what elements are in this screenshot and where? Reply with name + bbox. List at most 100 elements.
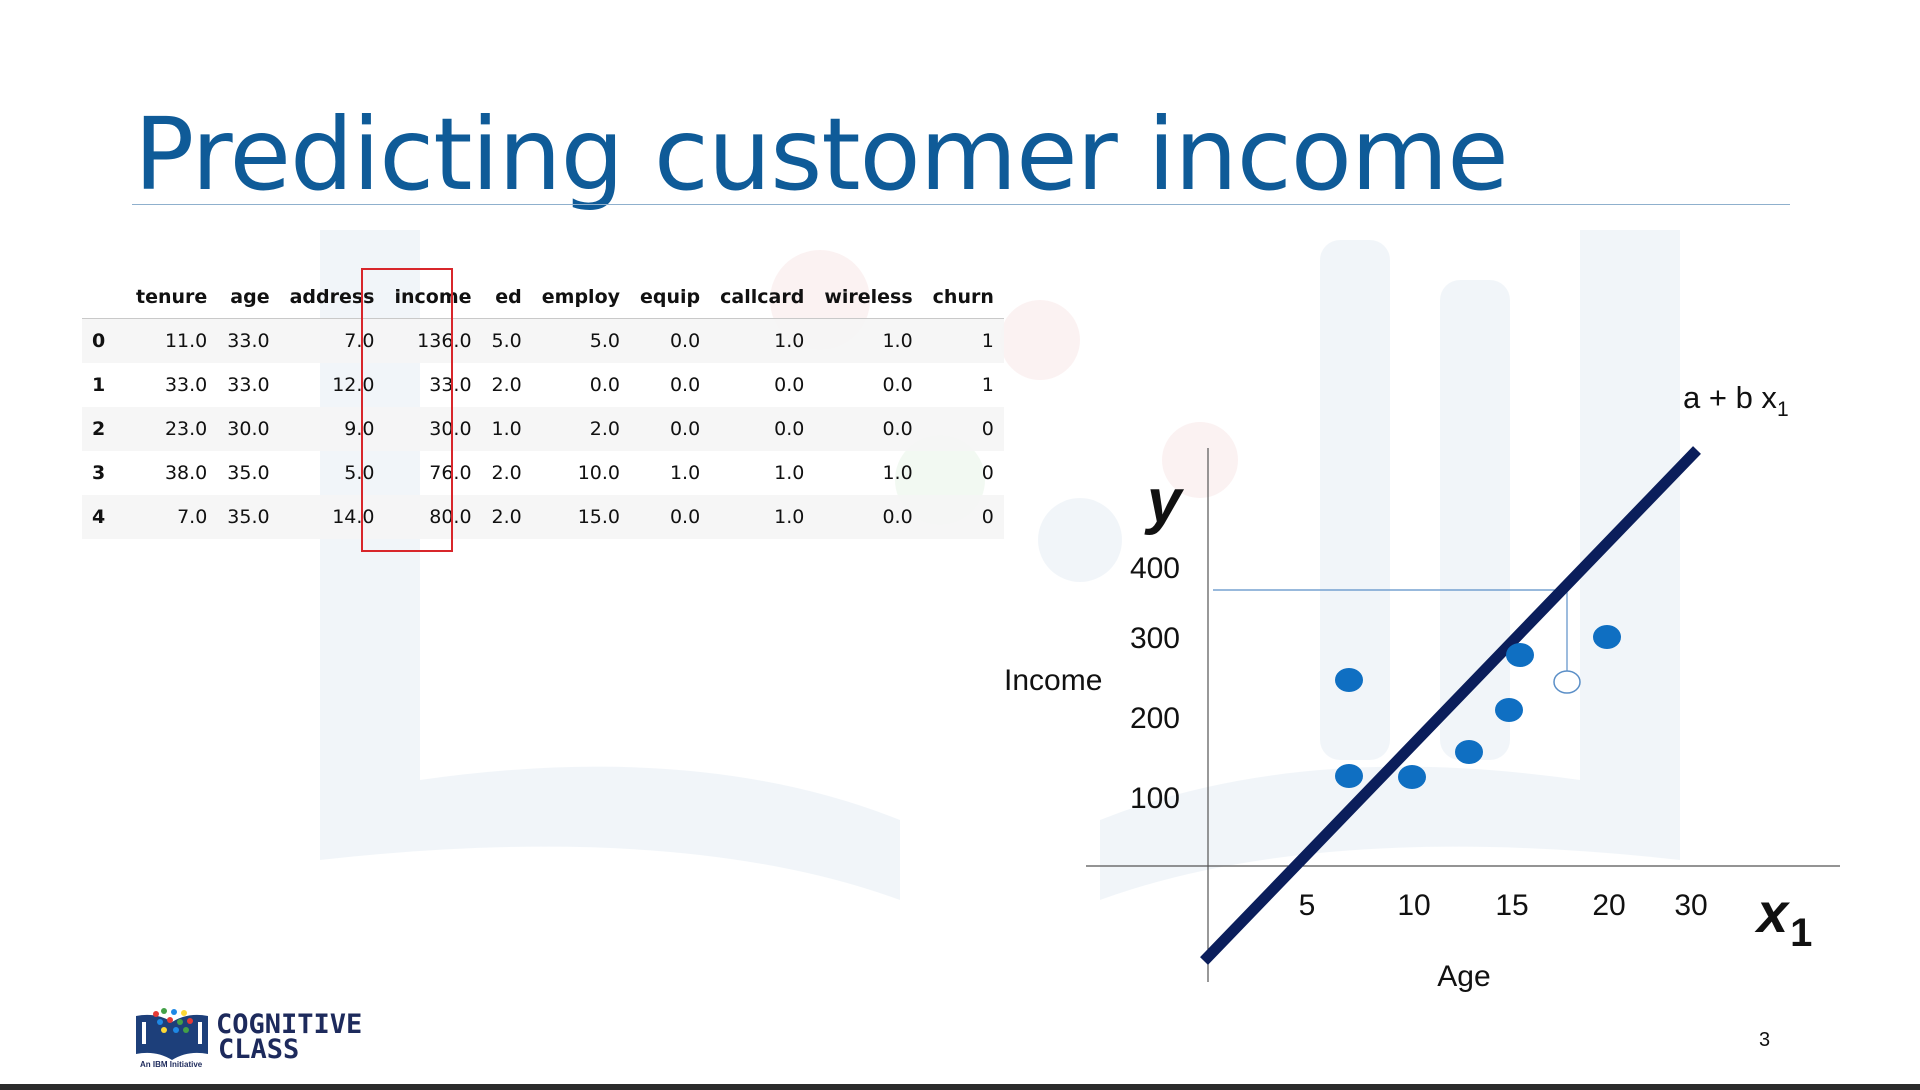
table-cell-age: 33.0 — [227, 330, 270, 352]
table-cell-churn: 0 — [981, 462, 994, 484]
table-cell-tenure: 11.0 — [164, 330, 208, 352]
row-index: 2 — [92, 418, 106, 440]
x-tick-label: 30 — [1674, 889, 1707, 922]
data-point — [1455, 740, 1483, 764]
table-cell-employ: 10.0 — [577, 462, 621, 484]
y-axis-label: Income — [1004, 664, 1102, 697]
x-symbol: x1 — [1754, 881, 1812, 955]
data-point — [1398, 765, 1426, 789]
table-cell-income: 33.0 — [429, 374, 472, 396]
x-tick-label: 15 — [1495, 889, 1528, 922]
data-table-container: tenure age address income ed employ equi… — [82, 268, 1004, 552]
table-cell-equip: 1.0 — [669, 462, 701, 484]
y-tick-label: 100 — [1130, 782, 1180, 815]
customer-data-table: tenure age address income ed employ equi… — [82, 276, 1004, 539]
table-cell-tenure: 33.0 — [164, 374, 208, 396]
table-cell-wireless: 1.0 — [882, 330, 913, 352]
background-watermark — [320, 230, 1680, 900]
table-cell-equip: 0.0 — [669, 330, 701, 352]
table-cell-ed: 2.0 — [491, 462, 522, 484]
table-cell-employ: 5.0 — [589, 330, 621, 352]
row-index: 0 — [92, 330, 106, 352]
x-tick-label: 10 — [1397, 889, 1430, 922]
column-header: age — [217, 276, 280, 319]
table-cell-wireless: 0.0 — [882, 418, 913, 440]
table-cell-income: 30.0 — [429, 418, 472, 440]
x-axis-label: Age — [1437, 960, 1490, 993]
table-cell-employ: 15.0 — [577, 506, 621, 528]
table-cell-equip: 0.0 — [669, 418, 701, 440]
table-cell-income: 80.0 — [429, 506, 472, 528]
table-cell-callcard: 1.0 — [774, 462, 805, 484]
column-header: wireless — [814, 276, 923, 319]
index-header — [82, 276, 126, 319]
data-point — [1495, 698, 1523, 722]
column-header: address — [279, 276, 385, 319]
table-cell-employ: 2.0 — [589, 418, 621, 440]
y-tick-label: 400 — [1130, 552, 1180, 585]
table-cell-ed: 2.0 — [491, 506, 522, 528]
row-index: 3 — [92, 462, 106, 484]
data-point — [1593, 625, 1621, 649]
logo-wordmark: COGNITIVE CLASS — [216, 1009, 363, 1065]
table-cell-address: 12.0 — [332, 374, 375, 396]
table-cell-equip: 0.0 — [669, 374, 701, 396]
regression-line — [1200, 446, 1701, 965]
table-cell-address: 14.0 — [332, 506, 375, 528]
table-cell-churn: 0 — [981, 418, 994, 440]
column-header: ed — [481, 276, 532, 319]
table-cell-ed: 5.0 — [491, 330, 522, 352]
table-cell-churn: 1 — [981, 330, 994, 352]
predicted-point — [1553, 670, 1581, 694]
table-cell-ed: 1.0 — [491, 418, 522, 440]
table-cell-address: 9.0 — [344, 418, 375, 440]
page-number: 3 — [1759, 1029, 1771, 1051]
x-tick-label: 20 — [1592, 889, 1625, 922]
slide-title: Predicting customer income — [134, 96, 1509, 213]
y-symbol: y — [1144, 467, 1185, 536]
column-header: tenure — [126, 276, 218, 319]
logo-line-1: COGNITIVE — [216, 1009, 363, 1040]
table-cell-callcard: 0.0 — [774, 374, 805, 396]
table-cell-wireless: 0.0 — [882, 506, 913, 528]
row-index: 1 — [92, 374, 106, 396]
table-cell-income: 76.0 — [429, 462, 472, 484]
table-cell-age: 30.0 — [227, 418, 270, 440]
table-cell-age: 33.0 — [227, 374, 270, 396]
table-cell-tenure: 23.0 — [164, 418, 208, 440]
logo-tagline: An IBM Initiative — [140, 1060, 203, 1069]
column-header: equip — [630, 276, 711, 319]
logo-line-2: CLASS — [218, 1034, 300, 1065]
table-cell-income: 136.0 — [417, 330, 472, 352]
table-cell-ed: 2.0 — [491, 374, 522, 396]
table-cell-wireless: 1.0 — [882, 462, 913, 484]
regression-equation-label: a + b x1 — [1683, 380, 1789, 421]
x-tick-label: 5 — [1299, 889, 1316, 922]
column-header: churn — [922, 276, 1004, 319]
y-tick-label: 300 — [1130, 622, 1180, 655]
table-cell-wireless: 0.0 — [882, 374, 913, 396]
column-header: callcard — [710, 276, 815, 319]
table-cell-tenure: 7.0 — [177, 506, 208, 528]
table-row: 2 23.0 30.0 9.0 30.0 1.0 2.0 0.0 0.0 0.0 0 — [82, 407, 1004, 451]
table-cell-address: 7.0 — [344, 330, 375, 352]
y-tick-label: 200 — [1130, 702, 1180, 735]
table-cell-address: 5.0 — [344, 462, 375, 484]
table-cell-tenure: 38.0 — [164, 462, 208, 484]
table-cell-age: 35.0 — [227, 506, 270, 528]
row-index: 4 — [92, 506, 106, 528]
table-cell-churn: 1 — [981, 374, 994, 396]
table-cell-age: 35.0 — [227, 462, 270, 484]
table-cell-callcard: 1.0 — [774, 330, 805, 352]
table-cell-churn: 0 — [981, 506, 994, 528]
title-underline — [132, 204, 1790, 205]
data-point — [1506, 643, 1534, 667]
data-point — [1335, 764, 1363, 788]
table-cell-callcard: 0.0 — [774, 418, 805, 440]
table-header-row: tenure age address income ed employ equi… — [82, 276, 1004, 319]
table-cell-callcard: 1.0 — [774, 506, 805, 528]
data-point — [1335, 668, 1363, 692]
table-cell-employ: 0.0 — [589, 374, 621, 396]
table-cell-equip: 0.0 — [669, 506, 701, 528]
